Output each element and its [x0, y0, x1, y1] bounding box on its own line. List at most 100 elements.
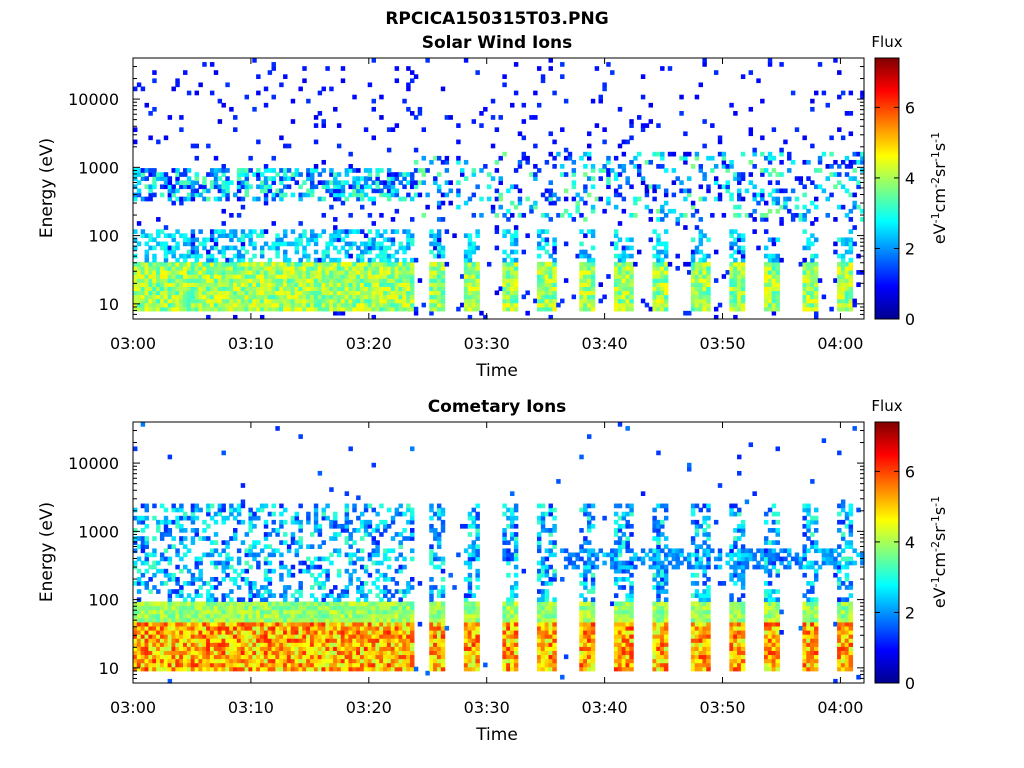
- heatmap-cell: [194, 642, 200, 647]
- heatmap-cell: [175, 176, 180, 181]
- heatmap-cell: [363, 638, 369, 643]
- heatmap-cell: [806, 286, 811, 292]
- x-tick-label: 04:00: [817, 334, 863, 353]
- heatmap-cell: [167, 290, 173, 296]
- heatmap-cell: [317, 650, 323, 656]
- heatmap-cell: [298, 265, 303, 271]
- heatmap-cell: [202, 536, 207, 541]
- heatmap-cell: [371, 98, 376, 104]
- heatmap-cell: [637, 249, 642, 255]
- heatmap-cell: [194, 605, 200, 611]
- heatmap-cell: [144, 168, 149, 173]
- heatmap-cell: [152, 658, 157, 664]
- heatmap-cell: [306, 511, 311, 517]
- heatmap-cell: [456, 155, 461, 161]
- heatmap-cell: [425, 58, 430, 63]
- heatmap-cell: [348, 536, 353, 541]
- heatmap-cell: [244, 609, 250, 615]
- heatmap-cell: [259, 188, 265, 194]
- heatmap-cell: [163, 605, 169, 611]
- heatmap-cell: [340, 609, 346, 615]
- heatmap-cell: [340, 200, 346, 206]
- heatmap-cell: [175, 515, 180, 521]
- heatmap-cell: [533, 298, 538, 304]
- heatmap-cell: [279, 306, 284, 312]
- heatmap-cell: [156, 294, 161, 300]
- heatmap-cell: [683, 261, 688, 267]
- heatmap-cell: [136, 168, 142, 173]
- heatmap-cell: [467, 294, 473, 300]
- heatmap-cell: [240, 617, 246, 623]
- heatmap-cell: [844, 298, 850, 304]
- heatmap-cell: [406, 302, 411, 308]
- heatmap-cell: [375, 172, 380, 177]
- heatmap-cell: [506, 270, 511, 275]
- heatmap-cell: [252, 609, 257, 615]
- heatmap-cell: [356, 302, 361, 308]
- heatmap-cell: [148, 601, 153, 607]
- heatmap-cell: [317, 556, 323, 562]
- heatmap-cell: [344, 634, 350, 639]
- heatmap-cell: [363, 241, 369, 247]
- heatmap-cell: [321, 568, 326, 574]
- heatmap-cell: [840, 302, 846, 308]
- heatmap-cell: [806, 274, 811, 279]
- heatmap-cell: [313, 581, 319, 586]
- heatmap-cell: [136, 221, 142, 226]
- heatmap-cell: [213, 646, 219, 651]
- heatmap-cell: [152, 503, 157, 509]
- heatmap-cell: [198, 646, 203, 651]
- heatmap-cell: [479, 168, 484, 173]
- heatmap-cell: [552, 241, 557, 247]
- heatmap-cell: [325, 278, 330, 283]
- heatmap-cell: [740, 172, 746, 177]
- heatmap-cell: [317, 621, 323, 627]
- heatmap-cell: [333, 650, 338, 656]
- heatmap-cell: [737, 237, 742, 243]
- heatmap-cell: [359, 536, 365, 541]
- heatmap-cell: [767, 294, 773, 300]
- heatmap-cell: [359, 270, 365, 275]
- heatmap-cell: [190, 576, 196, 582]
- heatmap-cell: [267, 601, 273, 607]
- heatmap-cell: [329, 257, 334, 263]
- heatmap-cell: [156, 617, 161, 623]
- heatmap-cell: [371, 180, 376, 186]
- heatmap-cell: [317, 581, 323, 586]
- heatmap-cell: [671, 168, 677, 173]
- heatmap-cell: [144, 302, 149, 308]
- heatmap-cell: [179, 556, 184, 562]
- heatmap-cell: [152, 629, 157, 635]
- heatmap-cell: [190, 629, 196, 635]
- heatmap-cell: [256, 265, 261, 271]
- heatmap-cell: [306, 646, 311, 651]
- heatmap-cell: [813, 282, 819, 287]
- heatmap-cell: [729, 102, 734, 108]
- heatmap-cell: [844, 164, 850, 169]
- heatmap-cell: [379, 519, 384, 525]
- heatmap-cell: [356, 515, 361, 521]
- heatmap-cell: [467, 278, 473, 283]
- heatmap-cell: [783, 139, 788, 145]
- heatmap-cell: [383, 294, 388, 300]
- heatmap-cell: [583, 306, 588, 312]
- heatmap-cell: [440, 192, 446, 198]
- heatmap-cell: [629, 237, 634, 243]
- heatmap-cell: [217, 261, 223, 267]
- heatmap-cell: [656, 261, 661, 267]
- heatmap-cell: [806, 237, 811, 243]
- heatmap-cell: [583, 302, 588, 308]
- heatmap-cell: [548, 298, 553, 304]
- heatmap-cell: [152, 634, 157, 639]
- heatmap-cell: [617, 306, 623, 312]
- heatmap-cell: [171, 617, 176, 623]
- heatmap-cell: [194, 662, 200, 668]
- heatmap-cell: [386, 265, 392, 271]
- heatmap-cell: [552, 286, 557, 292]
- heatmap-cell: [436, 188, 442, 194]
- heatmap-cell: [833, 159, 838, 165]
- heatmap-cell: [840, 184, 846, 190]
- heatmap-cell: [363, 282, 369, 287]
- heatmap-cell: [233, 532, 238, 537]
- heatmap-cell: [748, 172, 754, 177]
